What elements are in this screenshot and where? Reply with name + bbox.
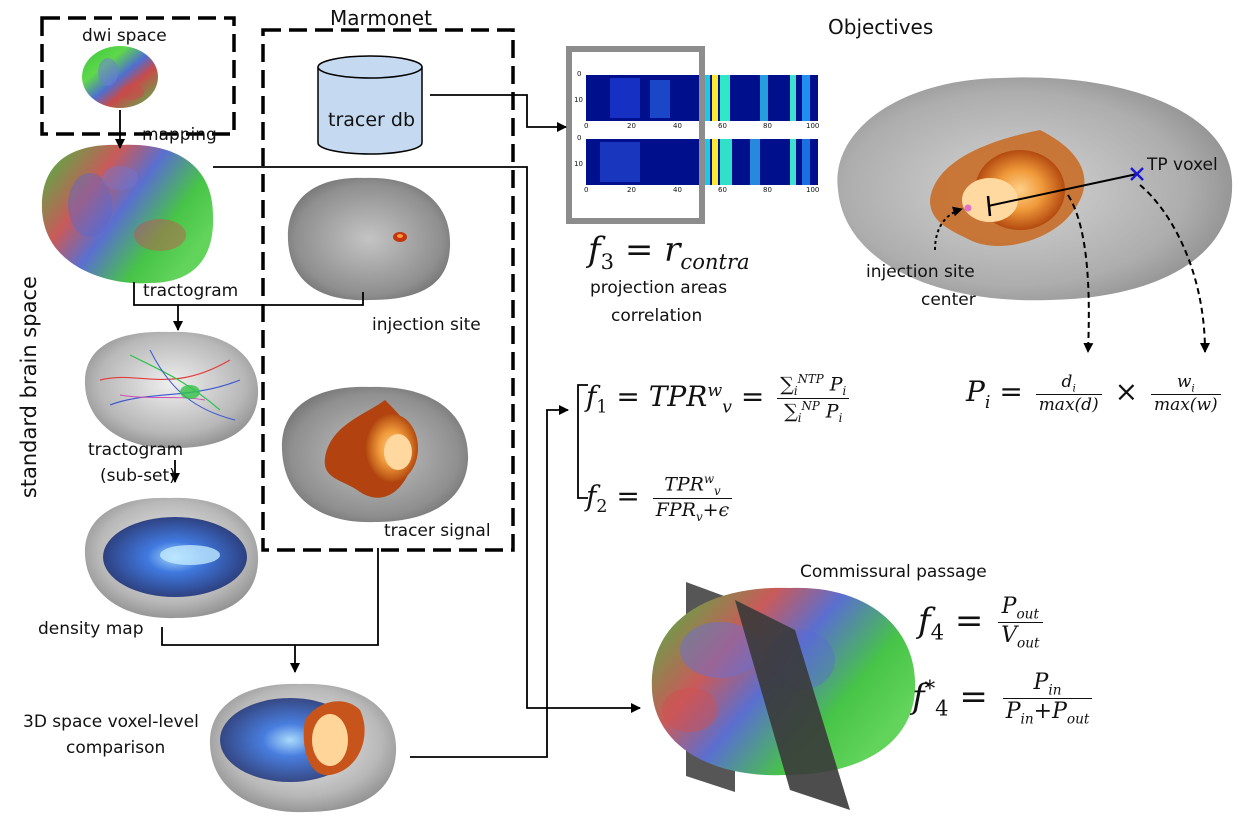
injection-center-label-line2: center bbox=[921, 290, 976, 310]
density-map-brain-image bbox=[84, 497, 259, 619]
injection-center-marker bbox=[964, 204, 972, 212]
tractogram-subset-label-line1: tractogram bbox=[88, 440, 184, 460]
dwi-brain-image bbox=[82, 46, 158, 108]
heatmap-x-tick-bot-80: 80 bbox=[763, 186, 772, 194]
weight-pointer bbox=[1139, 184, 1210, 353]
density-map-label: density map bbox=[38, 619, 144, 639]
formula-f2: f2 = TPRwv FPRv+ϵ bbox=[586, 472, 736, 524]
standard-brain-image bbox=[41, 144, 214, 284]
comparison-brain-image bbox=[209, 683, 397, 813]
comparison-label-line1: 3D space voxel-level bbox=[23, 712, 199, 732]
formula-f4: f4 = Pout Vout bbox=[918, 594, 1047, 652]
heatmap-highlight-frame bbox=[566, 46, 705, 224]
commissural-brain-image bbox=[651, 582, 916, 810]
mapping-label: mapping bbox=[142, 125, 217, 145]
heatmap-x-tick-top-100: 100 bbox=[806, 122, 820, 130]
heatmap-x-tick-top-40: 40 bbox=[673, 122, 682, 130]
injection-site-label: injection site bbox=[372, 315, 481, 335]
heatmap-x-tick-bot-100: 100 bbox=[806, 186, 820, 194]
marmonet-title: Marmonet bbox=[330, 6, 432, 30]
heatmap-y-tick-top-0: 0 bbox=[577, 70, 582, 78]
connector-tractogram-injection bbox=[133, 282, 364, 306]
tp-voxel-marker-icon bbox=[1130, 167, 1144, 181]
projection-label-line1: projection areas bbox=[590, 278, 728, 298]
tractogram-subset-brain-image bbox=[84, 331, 259, 449]
arrow-db-to-heatmap bbox=[430, 94, 567, 132]
comparison-label-line2: comparison bbox=[66, 738, 166, 758]
heatmap-x-tick-bot-40: 40 bbox=[673, 186, 682, 194]
distance-pointer bbox=[1067, 194, 1094, 353]
tp-distance-line bbox=[987, 173, 1138, 207]
formula-f4-star: f*4 = Pin Pin+Pout bbox=[912, 670, 1096, 728]
heatmap-x-tick-bot-20: 20 bbox=[627, 186, 636, 194]
heatmap-x-tick-top-20: 20 bbox=[627, 122, 636, 130]
objectives-title: Objectives bbox=[828, 15, 934, 39]
tractogram-subset-label-line2: (sub-set) bbox=[100, 466, 176, 486]
heatmap-x-tick-top-60: 60 bbox=[718, 122, 727, 130]
tp-distance-end-tick bbox=[986, 195, 992, 217]
bracket-f1-f2 bbox=[577, 384, 588, 499]
tracer-db-label: tracer db bbox=[328, 109, 416, 131]
formula-f3: f3 = rcontra bbox=[588, 230, 750, 274]
heatmap-x-tick-bot-60: 60 bbox=[718, 186, 727, 194]
objectives-brain-image bbox=[837, 77, 1233, 301]
heatmap-y-tick-bot-0: 0 bbox=[577, 134, 582, 142]
arrow-comparison-to-objectives bbox=[410, 405, 569, 758]
tracer-db-cylinder-icon bbox=[317, 55, 423, 155]
standard-brain-space-label: standard brain space bbox=[16, 276, 41, 499]
heatmap-x-tick-top-80: 80 bbox=[763, 122, 772, 130]
connector-density-tracer bbox=[161, 548, 379, 646]
commissural-passage-label: Commissural passage bbox=[800, 562, 987, 582]
projection-label-line2: correlation bbox=[611, 306, 703, 326]
tracer-signal-brain-image bbox=[281, 386, 469, 523]
heatmap-y-tick-top-10: 10 bbox=[574, 96, 583, 104]
heatmap-y-tick-bot-10: 10 bbox=[574, 160, 583, 168]
injection-site-brain-image bbox=[287, 177, 451, 301]
marmonet-box bbox=[261, 28, 515, 552]
injection-center-label-line1: injection site bbox=[866, 262, 975, 282]
formula-f1: f1 = TPRwv = ∑iNTP Pi ∑iNP Pi bbox=[586, 372, 853, 425]
tp-voxel-label: TP voxel bbox=[1147, 155, 1218, 175]
arrow-brain-to-commissural bbox=[213, 166, 641, 713]
tracer-signal-label: tracer signal bbox=[384, 521, 491, 541]
heatmap-x-tick-bot-0: 0 bbox=[584, 186, 589, 194]
formula-pi: Pi = di max(d) × wi max(w) bbox=[966, 372, 1225, 415]
dwi-space-box bbox=[40, 16, 236, 136]
heatmap-x-tick-top-0: 0 bbox=[584, 122, 589, 130]
injection-center-pointer bbox=[934, 206, 963, 251]
tractogram-label: tractogram bbox=[143, 281, 239, 301]
dwi-space-label: dwi space bbox=[82, 26, 167, 46]
